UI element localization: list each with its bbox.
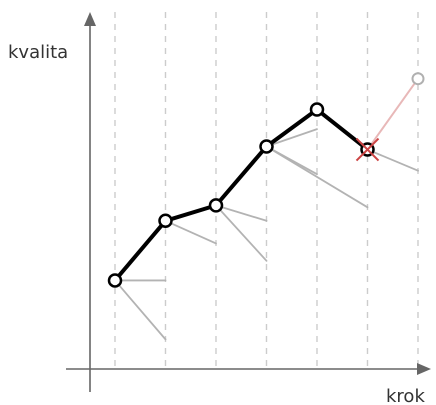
neighbor-branch	[114, 279, 167, 341]
y-axis-label: kvalita	[8, 42, 68, 63]
path-node	[259, 139, 274, 154]
rejected-move	[366, 72, 425, 151]
y-axis-arrow	[84, 12, 96, 26]
neighbor-branch	[215, 204, 268, 222]
rejected-node	[411, 72, 425, 86]
search-path	[107, 102, 375, 288]
path-node	[158, 213, 173, 229]
search-path-line	[113, 107, 370, 283]
neighbor-branch	[265, 145, 369, 209]
neighbor-branches	[114, 128, 419, 341]
step-guides	[114, 12, 419, 369]
neighbor-branch	[164, 219, 217, 245]
path-node	[208, 198, 224, 213]
x-axis-label: krok	[386, 386, 425, 405]
rejected-move-line	[366, 78, 419, 151]
rejected-cross-mark	[355, 137, 380, 162]
path-node	[107, 273, 123, 288]
neighbor-branch	[215, 204, 268, 262]
path-node	[309, 102, 325, 117]
x-axis-arrow	[417, 363, 431, 375]
cross-stroke	[355, 137, 380, 162]
neighbor-branch	[265, 128, 318, 148]
axes	[66, 12, 431, 392]
neighbor-branch	[366, 148, 419, 172]
